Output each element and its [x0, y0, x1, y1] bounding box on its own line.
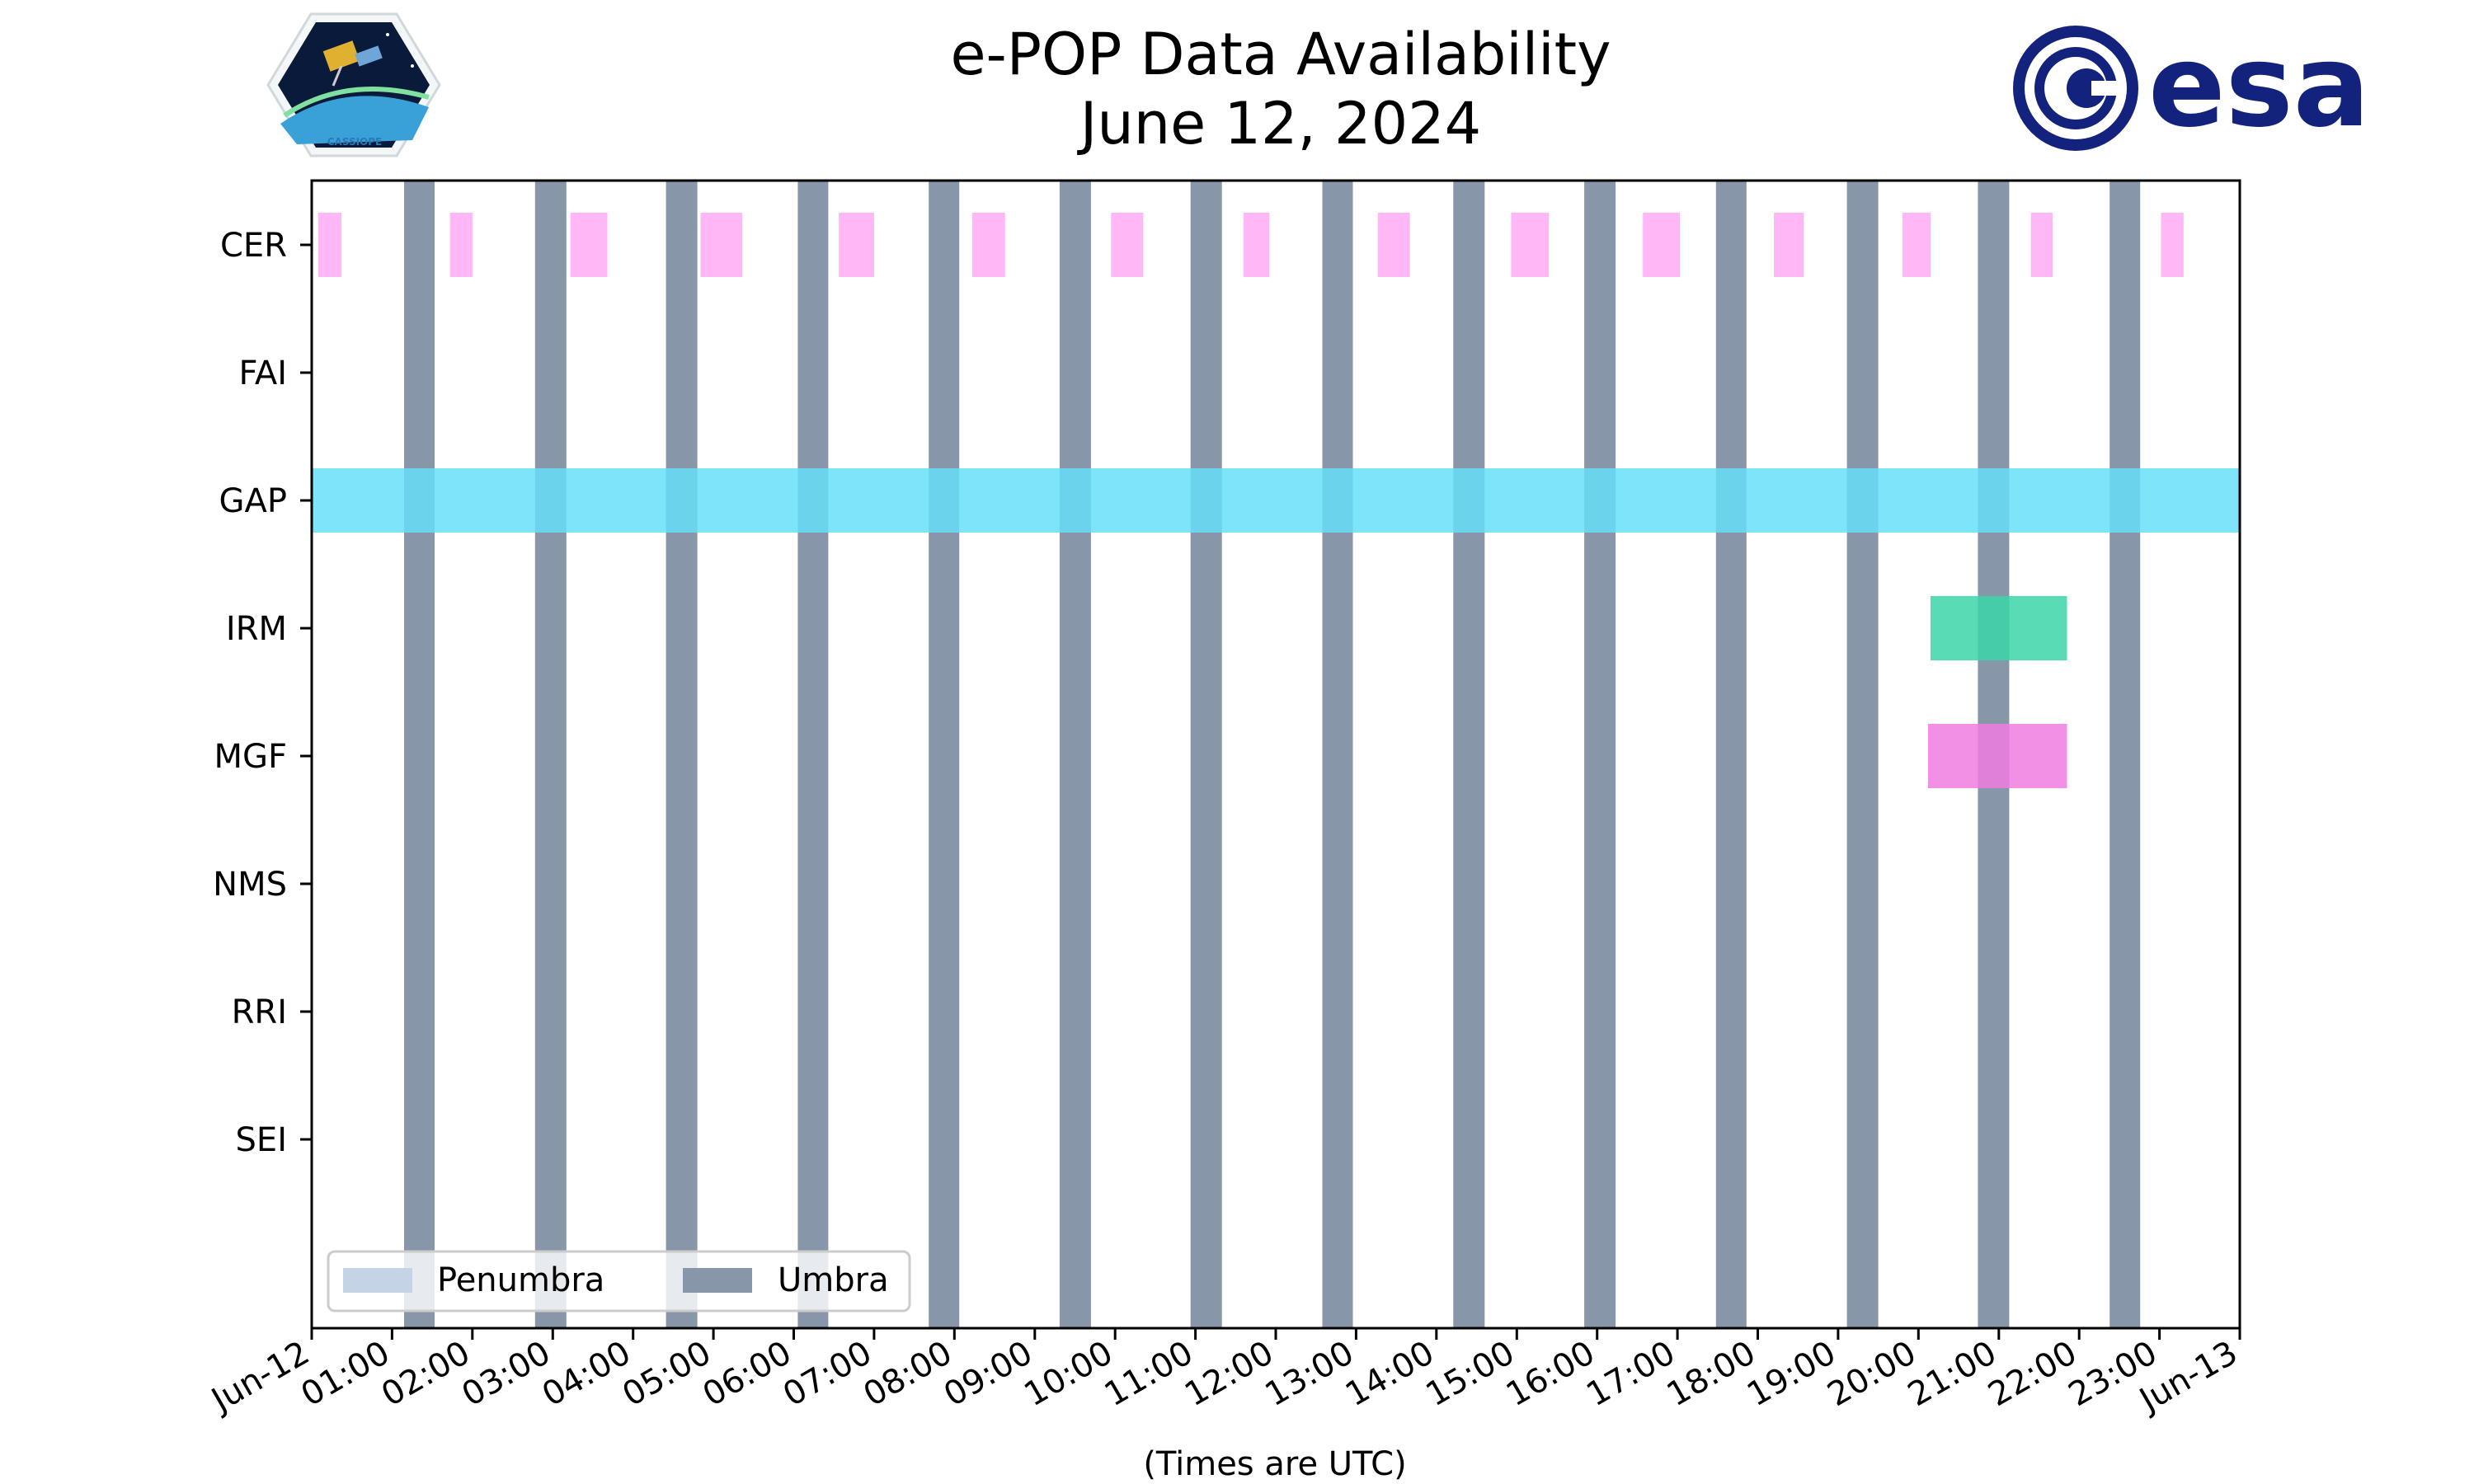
cer-data-bar-9: [1511, 213, 1550, 277]
y-tick-label-fai: FAI: [239, 355, 288, 392]
cer-data-bar-4: [839, 213, 874, 277]
umbra-bar-6: [1190, 181, 1222, 1328]
x-tick-label-7: 07:00: [777, 1334, 878, 1414]
umbra-bar-8: [1453, 181, 1485, 1328]
esa-wordmark: esa: [2148, 20, 2370, 153]
umbra-bar-2: [666, 181, 698, 1328]
umbra-bar-13: [2109, 181, 2141, 1328]
x-tick-label-22: 22:00: [1982, 1334, 2083, 1414]
legend: Penumbra Umbra: [327, 1250, 911, 1313]
y-tick-label-nms: NMS: [213, 866, 287, 904]
cer-data-bar-7: [1244, 213, 1270, 277]
cer-data-bar-14: [2161, 213, 2184, 277]
cer-data-bar-2: [570, 213, 608, 277]
x-tick-label-11: 11:00: [1098, 1334, 1200, 1414]
chart-subtitle: June 12, 2024: [1077, 90, 1481, 157]
x-tick-label-13: 13:00: [1259, 1334, 1361, 1414]
plot-area: [312, 181, 2240, 1328]
y-tick-label-sei: SEI: [236, 1121, 287, 1159]
cer-data-bar-1: [449, 213, 473, 277]
x-tick-label-20: 20:00: [1821, 1334, 1922, 1414]
y-tick-label-mgf: MGF: [214, 738, 287, 776]
esa-logo: esa: [2013, 20, 2370, 153]
cer-data-bar-11: [1774, 213, 1804, 277]
cer-data-bar-12: [1902, 213, 1931, 277]
y-tick-label-rri: RRI: [232, 993, 287, 1031]
x-tick-label-17: 17:00: [1580, 1334, 1681, 1414]
chart-title: e-POP Data Availability: [950, 21, 1611, 88]
x-tick-label-2: 02:00: [375, 1334, 477, 1414]
cassiope-logo: CASSIOPE: [266, 12, 441, 157]
x-tick-label-14: 14:00: [1339, 1334, 1441, 1414]
y-axis: CER FAI GAP IRM MGF NMS RRI SEI: [213, 227, 312, 1159]
umbra-bar-5: [1059, 181, 1091, 1328]
umbra-bar-7: [1322, 181, 1353, 1328]
x-tick-label-9: 09:00: [938, 1334, 1039, 1414]
umbra-bar-0: [404, 181, 435, 1328]
x-axis-label: (Times are UTC): [1143, 1445, 1406, 1483]
irm-data-bar-0: [1930, 596, 2067, 660]
umbra-bar-3: [797, 181, 829, 1328]
y-tick-label-cer: CER: [220, 227, 287, 265]
umbra-bar-10: [1715, 181, 1747, 1328]
x-tick-label-4: 04:00: [536, 1334, 637, 1414]
x-tick-label-1: 01:00: [295, 1334, 397, 1414]
mgf-data-bar-0: [1928, 724, 2067, 788]
x-tick-label-3: 03:00: [455, 1334, 557, 1414]
cer-data-bar-6: [1111, 213, 1144, 277]
legend-box: [327, 1250, 911, 1313]
x-tick-label-5: 05:00: [616, 1334, 717, 1414]
x-tick-label-6: 06:00: [697, 1334, 798, 1414]
x-tick-label-10: 10:00: [1018, 1334, 1119, 1414]
x-tick-label-21: 21:00: [1902, 1334, 2003, 1414]
x-tick-label-0: Jun-12: [204, 1334, 316, 1421]
x-tick-label-19: 19:00: [1741, 1334, 1842, 1414]
y-tick-label-irm: IRM: [226, 610, 287, 648]
legend-swatch-penumbra: [343, 1268, 412, 1293]
legend-label-umbra: Umbra: [778, 1261, 889, 1299]
x-axis: Jun-1201:0002:0003:0004:0005:0006:0007:0…: [204, 1328, 2244, 1421]
cer-data-bar-13: [2030, 213, 2053, 277]
cer-data-bar-0: [317, 213, 342, 277]
cer-data-bar-8: [1377, 213, 1410, 277]
cer-data-bar-10: [1643, 213, 1680, 277]
umbra-bar-4: [929, 181, 960, 1328]
cer-data-bar-5: [971, 213, 1005, 277]
umbra-bar-9: [1584, 181, 1616, 1328]
x-tick-label-15: 15:00: [1419, 1334, 1521, 1414]
esa-emblem-icon: [2013, 26, 2138, 151]
x-tick-label-18: 18:00: [1661, 1334, 1762, 1414]
data-layer: [312, 213, 2240, 788]
legend-label-penumbra: Penumbra: [437, 1261, 604, 1299]
cer-data-bar-3: [700, 213, 743, 277]
x-tick-label-16: 16:00: [1500, 1334, 1602, 1414]
umbra-bar-1: [534, 181, 567, 1328]
legend-swatch-umbra: [683, 1268, 752, 1293]
umbra-layer: [404, 181, 2141, 1328]
x-tick-label-8: 08:00: [857, 1334, 958, 1414]
gap-data-bar-0: [312, 468, 2240, 533]
y-tick-label-gap: GAP: [219, 482, 287, 520]
x-tick-label-12: 12:00: [1178, 1334, 1280, 1414]
cassiope-caption: CASSIOPE: [327, 136, 383, 148]
umbra-bar-11: [1846, 181, 1879, 1328]
